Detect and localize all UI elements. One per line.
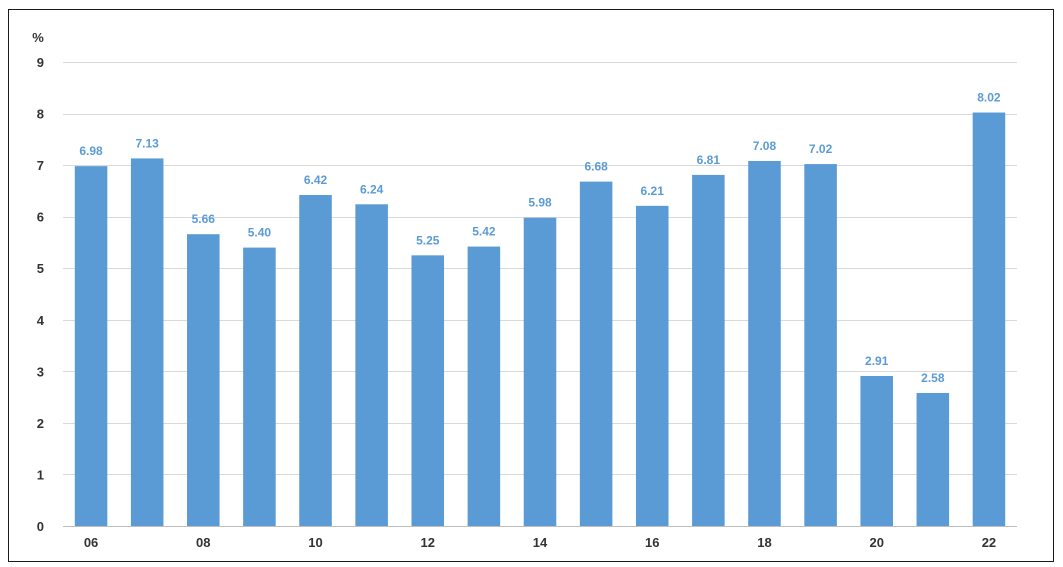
y-tick-label: 9 (37, 55, 44, 70)
y-tick-label: 5 (37, 261, 44, 276)
data-label: 7.02 (809, 142, 833, 156)
data-label: 7.13 (135, 136, 159, 150)
bar (411, 255, 445, 527)
y-tick-label: 3 (37, 364, 44, 379)
bar (972, 112, 1006, 526)
data-label: 7.08 (753, 139, 777, 153)
grid-lines (63, 62, 1017, 527)
data-label: 2.91 (865, 354, 889, 368)
data-label: 6.24 (360, 182, 384, 196)
y-axis-unit: % (32, 30, 44, 45)
x-tick-label: 18 (757, 535, 771, 550)
data-label: 5.40 (248, 226, 272, 240)
data-label: 8.02 (977, 91, 1001, 105)
bar (579, 181, 613, 526)
bar (916, 392, 950, 526)
x-axis-ticks: 06 08 10 12 14 16 18 20 22 (84, 535, 996, 550)
y-tick-label: 4 (37, 313, 45, 328)
x-tick-label: 12 (421, 535, 435, 550)
bar (187, 234, 220, 526)
bar (130, 158, 164, 527)
bar (804, 164, 837, 526)
data-label: 2.58 (921, 371, 945, 385)
data-label: 6.68 (584, 160, 608, 174)
data-label: 5.25 (416, 233, 440, 247)
y-tick-label: 8 (37, 107, 44, 122)
bar (748, 160, 781, 526)
bar (243, 247, 276, 526)
y-axis-ticks: 0 1 2 3 4 5 6 7 8 9 (37, 55, 45, 534)
bar (74, 166, 108, 527)
bar (692, 174, 725, 526)
bar (299, 195, 332, 526)
bar (635, 205, 669, 526)
y-tick-label: 6 (37, 210, 44, 225)
x-tick-label: 08 (196, 535, 210, 550)
bar (523, 217, 557, 526)
bars (74, 112, 1006, 527)
x-tick-label: 16 (645, 535, 659, 550)
x-tick-label: 10 (308, 535, 322, 550)
x-tick-label: 06 (84, 535, 98, 550)
x-tick-label: 20 (869, 535, 883, 550)
data-label: 6.42 (304, 173, 328, 187)
y-tick-label: 2 (37, 416, 44, 431)
y-tick-label: 7 (37, 158, 44, 173)
data-label: 6.21 (641, 184, 665, 198)
bar (860, 375, 893, 526)
data-label: 6.81 (697, 153, 721, 167)
data-label: 5.66 (192, 212, 216, 226)
bar (467, 246, 501, 526)
data-label: 5.98 (528, 196, 552, 210)
y-tick-label: 0 (37, 519, 44, 534)
data-labels: 6.98 7.13 5.66 5.40 6.42 6.24 5.25 5.42 5.98 6.68… (79, 91, 1001, 385)
x-tick-label: 14 (533, 535, 548, 550)
data-label: 5.42 (472, 225, 496, 239)
x-tick-label: 22 (982, 535, 996, 550)
y-tick-label: 1 (37, 467, 44, 482)
data-label: 6.98 (79, 144, 103, 158)
bar (355, 204, 388, 526)
